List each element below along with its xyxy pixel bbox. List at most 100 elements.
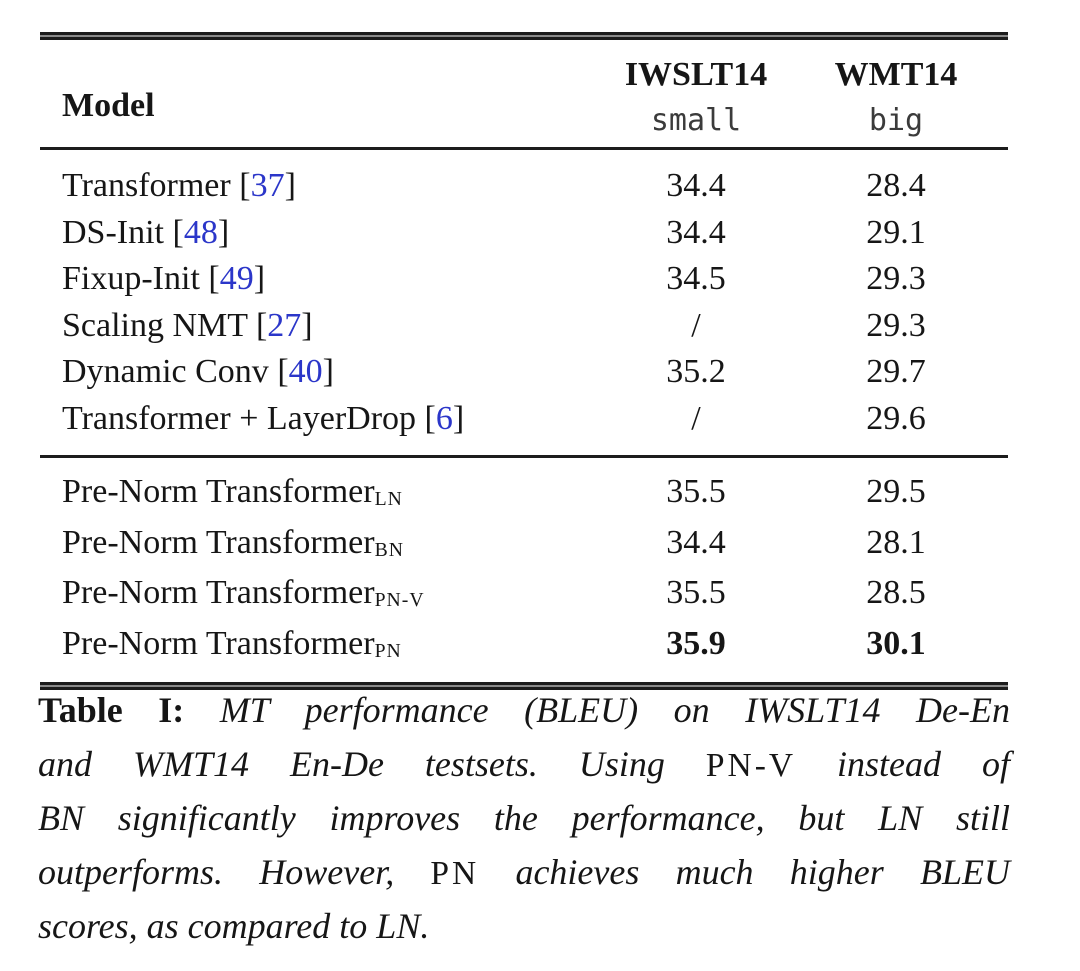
model-name: Pre-Norm Transformer: [62, 523, 375, 561]
rule-gap: [40, 685, 1008, 687]
table-row: Fixup-Init [49] 34.5 29.3: [62, 256, 996, 303]
rule-bar: [40, 37, 1008, 40]
model-name: Fixup-Init: [62, 260, 200, 297]
model-cell: Fixup-Init [49]: [62, 256, 596, 303]
citation-link[interactable]: 49: [219, 260, 254, 297]
wmt14-value: 29.6: [866, 399, 926, 437]
caption-line: BN significantly improves the performanc…: [38, 792, 1010, 846]
table-header-row: Model IWSLT14 small WMT14 big: [40, 40, 1008, 147]
citation-bracket-open: [: [247, 306, 268, 344]
iwslt14-value: 34.5: [666, 260, 726, 297]
caption-segment: scores, as compared to LN.: [38, 906, 430, 946]
model-cell: Pre-Norm TransformerBN: [62, 520, 596, 571]
group-divider-rule: [40, 455, 1008, 458]
baseline-models-group: Transformer [37] 34.4 28.4 DS-Init [48] 34.4…: [40, 150, 1008, 455]
citation-link[interactable]: 27: [267, 306, 302, 344]
table-row: Dynamic Conv [40] 35.2 29.7: [62, 349, 996, 396]
citation-link[interactable]: 48: [183, 213, 218, 251]
model-cell: Scaling NMT [27]: [62, 303, 596, 350]
table-row: Pre-Norm TransformerBN 34.4 28.1: [62, 520, 996, 571]
model-cell: DS-Init [48]: [62, 210, 596, 257]
citation-link[interactable]: 6: [435, 399, 453, 437]
model-subscript: PN: [374, 639, 402, 662]
iwslt14-value: 34.4: [666, 167, 726, 204]
wmt14-value: 29.1: [866, 213, 926, 251]
citation-bracket-close: ]: [301, 306, 313, 344]
model-name: DS-Init: [62, 213, 164, 251]
model-name: Dynamic Conv: [62, 353, 269, 390]
table-row: Transformer [37] 34.4 28.4: [62, 163, 996, 210]
wmt14-column-header: WMT14 big: [796, 52, 996, 144]
caption-segment: BN significantly improves the performanc…: [38, 798, 1010, 838]
model-cell: Pre-Norm TransformerPN: [62, 621, 596, 672]
table-row: Transformer + LayerDrop [6] / 29.6: [62, 396, 996, 443]
caption-segment: achieves much higher BLEU: [479, 851, 1010, 892]
iwslt14-column-header: IWSLT14 small: [596, 52, 796, 144]
citation-bracket-close: ]: [284, 167, 296, 204]
prenorm-models-group: Pre-Norm TransformerLN 35.5 29.5 Pre-Norm T…: [40, 458, 1008, 682]
citation-bracket-open: [: [416, 399, 436, 437]
model-subscript: PN-V: [374, 589, 425, 612]
citation-bracket-close: ]: [253, 260, 266, 297]
model-column-header: Model: [62, 87, 155, 124]
iwslt14-title: IWSLT14: [624, 56, 768, 93]
table-bottom-rule: [40, 682, 1008, 690]
table-row: DS-Init [48] 34.4 29.1: [62, 210, 996, 257]
citation-bracket-open: [: [230, 167, 251, 204]
model-cell: Transformer [37]: [62, 163, 596, 210]
wmt14-value: 29.7: [866, 353, 926, 390]
citation-bracket-open: [: [268, 353, 289, 390]
model-cell: Dynamic Conv [40]: [62, 349, 596, 396]
rule-bar: [40, 687, 1008, 690]
citation-bracket-close: ]: [452, 399, 465, 437]
model-cell: Transformer + LayerDrop [6]: [62, 396, 596, 443]
iwslt14-value: 34.4: [666, 523, 726, 561]
caption-segment: Table I:: [38, 690, 185, 730]
wmt14-value: 29.3: [866, 260, 926, 297]
caption-line: outperforms. However, PN achieves much h…: [38, 846, 1010, 901]
wmt14-value: 29.3: [866, 306, 926, 344]
iwslt14-value: /: [691, 306, 701, 344]
citation-link[interactable]: 37: [250, 167, 285, 204]
model-name: Transformer: [62, 167, 231, 204]
iwslt14-value: 35.5: [666, 574, 726, 611]
table-row: Pre-Norm TransformerLN 35.5 29.5: [62, 469, 996, 520]
wmt14-value: 28.4: [866, 167, 926, 204]
caption-segment: PN-V: [705, 746, 797, 784]
wmt14-value: 28.1: [866, 523, 926, 561]
model-subscript: BN: [374, 538, 404, 561]
caption-segment: outperforms. However,: [38, 851, 431, 892]
wmt14-value: 30.1: [866, 624, 926, 662]
caption-segment: MT performance (BLEU) on IWSLT14 De-En: [184, 690, 1010, 730]
model-cell: Pre-Norm TransformerPN-V: [62, 570, 596, 621]
rule-bar: [40, 32, 1008, 35]
citation-bracket-close: ]: [217, 213, 230, 251]
table-row: Scaling NMT [27] / 29.3: [62, 303, 996, 350]
iwslt14-value: 35.2: [666, 353, 726, 390]
wmt14-value: 28.5: [866, 574, 926, 611]
iwslt14-value: 35.5: [666, 473, 726, 510]
caption-segment: instead of: [796, 743, 1010, 784]
caption-line: scores, as compared to LN.: [38, 900, 1010, 954]
rule-gap: [40, 35, 1008, 37]
model-cell: Pre-Norm TransformerLN: [62, 469, 596, 520]
table-i: Model IWSLT14 small WMT14 big Transforme…: [40, 32, 1008, 690]
iwslt14-value: /: [691, 399, 701, 437]
table-row: Pre-Norm TransformerPN 35.9 30.1: [62, 621, 996, 672]
model-name: Pre-Norm Transformer: [62, 473, 375, 510]
rule-bar: [40, 682, 1008, 685]
caption-segment: PN: [430, 854, 480, 892]
citation-bracket-open: [: [199, 260, 220, 297]
caption-line: and WMT14 En-De testsets. Using PN-V ins…: [38, 738, 1010, 793]
model-name: Scaling NMT: [62, 306, 248, 344]
citation-link[interactable]: 40: [288, 353, 323, 390]
wmt14-value: 29.5: [866, 473, 926, 510]
table-top-rule: [40, 32, 1008, 40]
citation-bracket-open: [: [164, 213, 184, 251]
wmt14-subtitle: big: [868, 103, 924, 138]
model-name: Pre-Norm Transformer: [62, 624, 375, 662]
iwslt14-subtitle: small: [650, 103, 742, 138]
caption-line: Table I: MT performance (BLEU) on IWSLT1…: [38, 684, 1010, 738]
citation-bracket-close: ]: [322, 353, 334, 390]
